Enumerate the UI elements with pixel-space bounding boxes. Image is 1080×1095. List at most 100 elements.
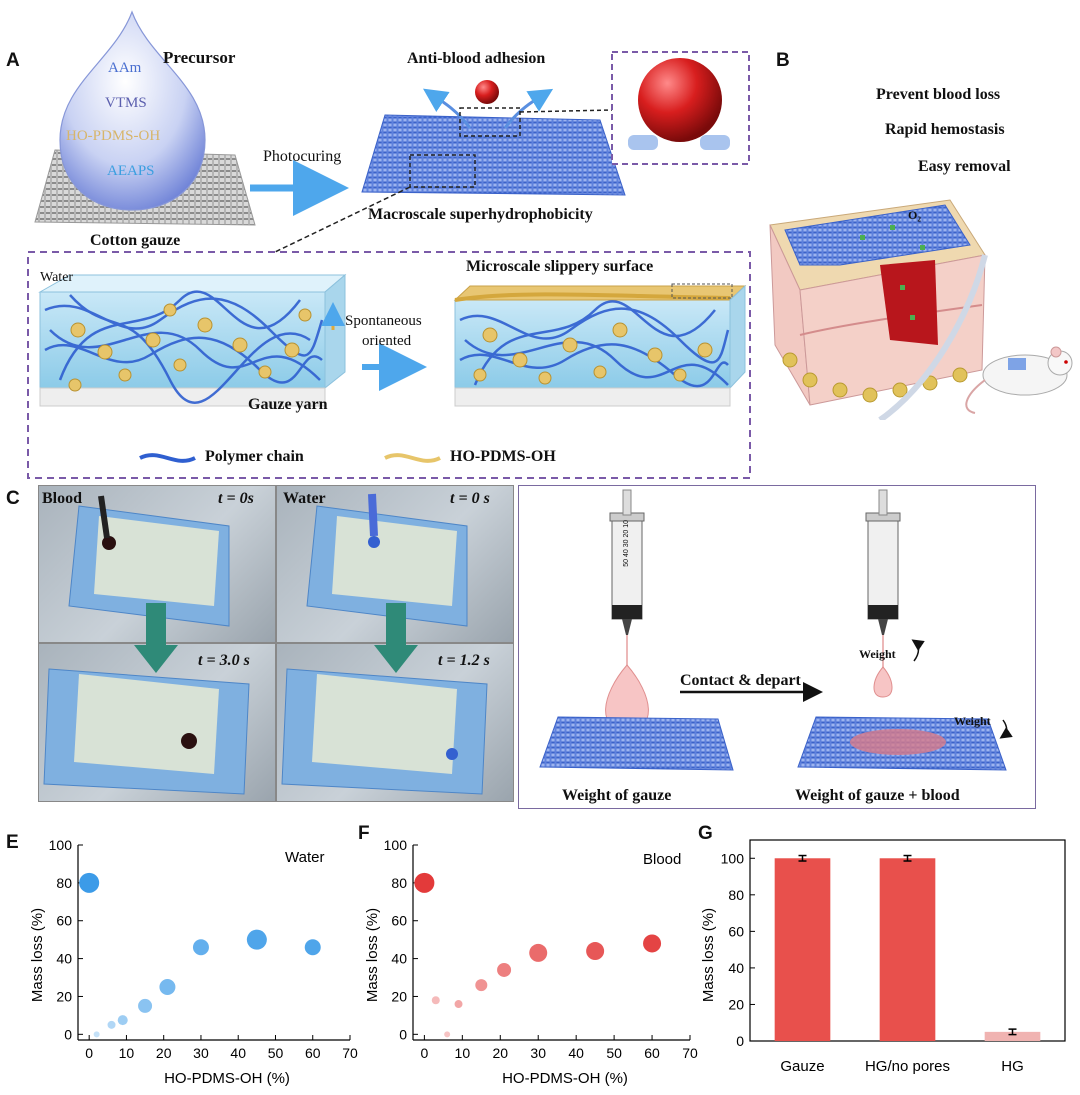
chart-g-ytick-label: 80: [728, 887, 744, 903]
water-photo-label: Water: [283, 490, 326, 507]
chart-f: Mass loss (%) HO-PDMS-OH (%) Blood 0 20 40…: [364, 837, 698, 1087]
chart-g-bar: [879, 858, 936, 1041]
legend-polymer-line: [139, 453, 196, 463]
chart-e-point: [107, 1020, 116, 1029]
chart-f-point: [475, 979, 488, 992]
weight-small-top: Weight: [859, 647, 896, 661]
legend-pdms-label: HO-PDMS-OH: [450, 448, 556, 465]
panel-label-b: B: [776, 50, 790, 71]
chart-e-xtick-label: 10: [119, 1045, 135, 1061]
chart-g: Mass loss (%) 0 20 40 60 80 100 Gauze HG/no por…: [700, 839, 1066, 1075]
chart-e-point: [192, 939, 209, 956]
chart-f-ytick-label: 40: [391, 951, 407, 967]
chart-e-point: [159, 978, 176, 995]
oriented-label: oriented: [362, 333, 412, 349]
chart-f-xtick-label: 60: [644, 1045, 660, 1061]
chart-e-point: [79, 872, 100, 893]
b-rapid-hemostasis: Rapid hemostasis: [885, 121, 1005, 138]
weight-of-gauze: Weight of gauze: [562, 787, 672, 804]
panel-c-photos: Blood Water t = 0s t = 0 s t = 3.0 s t =…: [38, 485, 514, 802]
chart-g-ytick-label: 0: [736, 1033, 744, 1049]
chart-f-point: [431, 996, 440, 1005]
chart-f-point: [414, 872, 435, 893]
chart-f-xtick-label: 10: [455, 1045, 471, 1061]
panel-d-illustration: [539, 489, 1013, 771]
chart-f-ytick-label: 60: [391, 913, 407, 929]
legend-polymer-label: Polymer chain: [205, 448, 304, 465]
chart-g-bar: [774, 858, 831, 1041]
chart-e-xlabel: HO-PDMS-OH (%): [164, 1070, 290, 1087]
syringe-left: [609, 489, 645, 670]
o2-label: O₂: [908, 208, 921, 222]
chart-e-point: [117, 1015, 128, 1026]
chart-e-ytick-label: 40: [56, 951, 72, 967]
chart-f-legend: Blood: [643, 851, 681, 868]
spontaneous-label: Spontaneous: [345, 313, 422, 329]
chart-e-xtick-label: 60: [305, 1045, 321, 1061]
photo-water-t0: [276, 485, 514, 643]
chart-f-xtick-label: 30: [530, 1045, 546, 1061]
panel-label-g: G: [698, 823, 713, 844]
chart-f-ylabel: Mass loss (%): [364, 908, 381, 1002]
time-blood-3: t = 3.0 s: [198, 652, 250, 669]
chart-f-xtick-label: 50: [606, 1045, 622, 1061]
component-pdms: HO-PDMS-OH: [66, 128, 161, 144]
chart-e-xtick-label: 20: [156, 1045, 172, 1061]
precursor-drop: [59, 10, 206, 211]
chart-f-xtick-label: 70: [682, 1045, 698, 1061]
cotton-gauze-label: Cotton gauze: [90, 232, 181, 249]
chart-f-xtick-label: 0: [420, 1045, 428, 1061]
syringe-scale-left: 50 40 30 20 10: [623, 520, 630, 567]
chart-f-point: [586, 942, 605, 961]
macroscale-label: Macroscale superhydrophobicity: [368, 206, 593, 223]
chart-f-point: [529, 943, 548, 962]
water-label: Water: [40, 270, 74, 285]
chart-g-bar: [984, 1031, 1041, 1041]
chart-e-xtick-label: 30: [193, 1045, 209, 1061]
gauze-yarn-label: Gauze yarn: [248, 396, 328, 413]
b-easy-removal: Easy removal: [918, 158, 1011, 175]
chart-f-point: [643, 934, 662, 953]
chart-f-point: [454, 1000, 463, 1009]
chart-f-point: [497, 962, 512, 977]
chart-f-xtick-label: 20: [492, 1045, 508, 1061]
panel-label-c: C: [6, 488, 20, 509]
chart-f-xtick-label: 40: [568, 1045, 584, 1061]
chart-f-xlabel: HO-PDMS-OH (%): [502, 1070, 628, 1087]
contact-depart-label: Contact & depart: [680, 672, 801, 689]
chart-e-ytick-label: 80: [56, 875, 72, 891]
chart-e-xtick-label: 50: [268, 1045, 284, 1061]
chart-g-ytick-label: 40: [728, 960, 744, 976]
component-aam: AAm: [108, 60, 142, 76]
precursor-title: Precursor: [163, 48, 236, 67]
skin-wound-illustration: [769, 199, 1073, 420]
time-water-12: t = 1.2 s: [438, 652, 490, 669]
time-blood-0: t = 0s: [218, 490, 254, 507]
blue-gauze-image: [361, 114, 626, 196]
photocuring-label: Photocuring: [263, 148, 342, 165]
chart-g-category-label: HG: [1001, 1058, 1024, 1075]
chart-g-category-label: HG/no pores: [865, 1058, 950, 1075]
chart-e-ytick-label: 20: [56, 988, 72, 1004]
chart-g-ytick-label: 20: [728, 996, 744, 1012]
chart-e-ytick-label: 100: [49, 837, 73, 853]
panel-label-e: E: [6, 832, 19, 853]
chart-f-ytick-label: 80: [391, 875, 407, 891]
microscale-box: [27, 251, 751, 479]
chart-g-ytick-label: 60: [728, 923, 744, 939]
chart-e-xtick-label: 40: [230, 1045, 246, 1061]
panel-label-a: A: [6, 50, 20, 71]
b-prevent-blood-loss: Prevent blood loss: [876, 86, 1001, 103]
time-water-0: t = 0 s: [450, 490, 490, 507]
chart-e-point: [138, 998, 153, 1013]
chart-e-point: [93, 1031, 100, 1038]
chart-e-xtick-label: 70: [342, 1045, 358, 1061]
weight-small-right: Weight: [954, 714, 991, 728]
weight-of-gauze-blood: Weight of gauze + blood: [795, 787, 960, 804]
chart-e-point: [246, 929, 267, 950]
chart-f-ytick-label: 100: [384, 837, 408, 853]
chart-e-legend: Water: [285, 849, 324, 866]
legend-pdms-line: [384, 453, 441, 463]
chart-g-ytick-label: 100: [721, 850, 745, 866]
chart-e-ytick-label: 0: [64, 1026, 72, 1042]
